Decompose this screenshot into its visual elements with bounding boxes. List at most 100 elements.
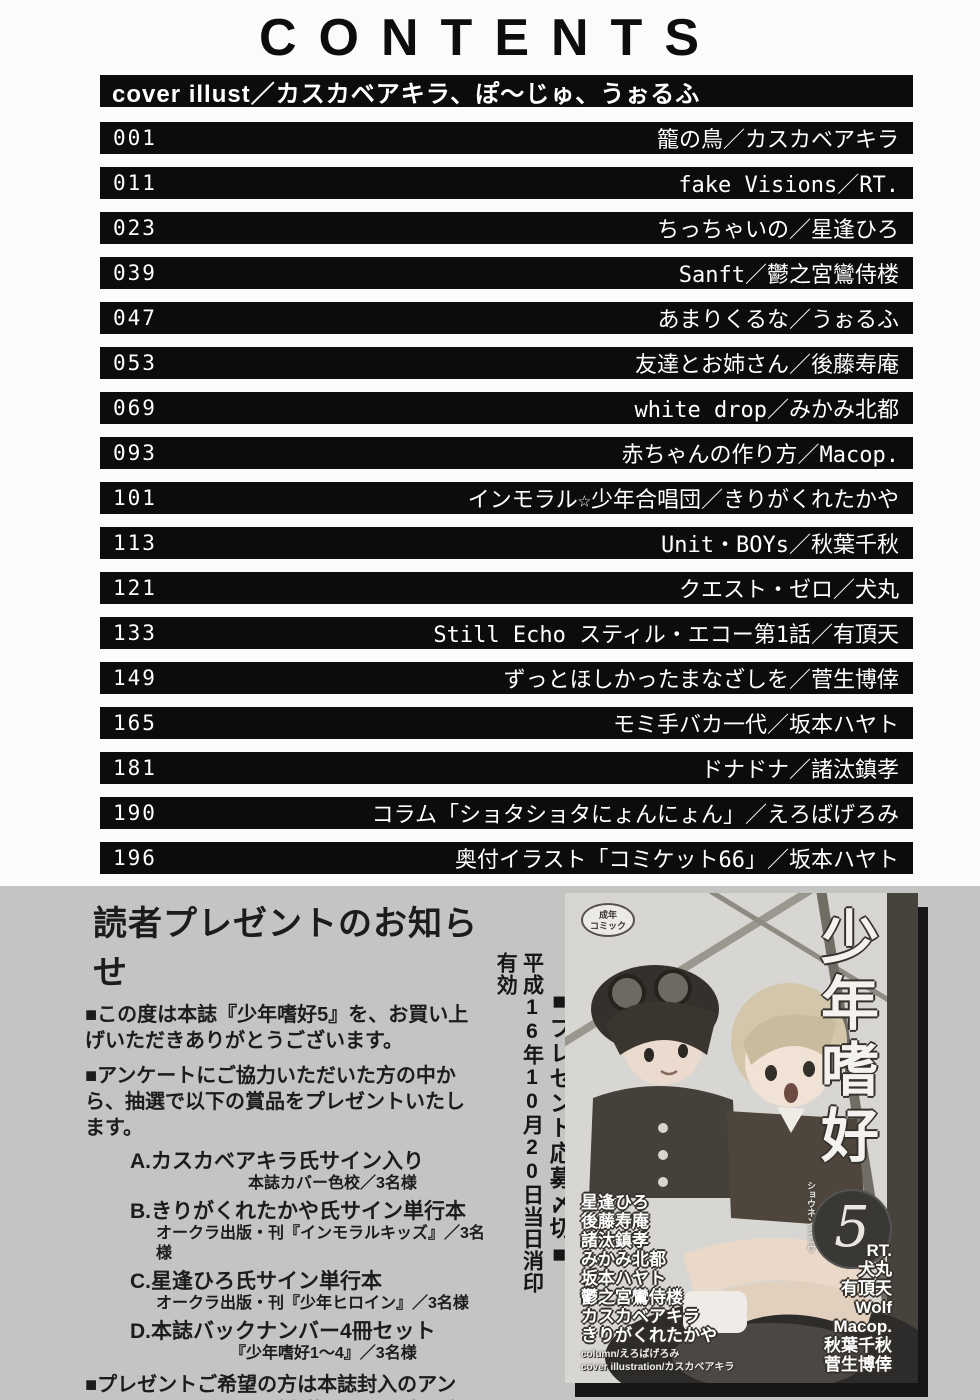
cover-thumbnail: 成年 コミック 少年嗜好 ショウネンシコウ 5 星逢ひろ 後藤寿庵 諸汰鎮孝 み… bbox=[565, 893, 918, 1383]
prize-detail: 本誌カバー色校／3名様 bbox=[248, 1175, 417, 1192]
toc-row: 165 モミ手バカ一代／坂本ハヤト bbox=[100, 707, 913, 739]
toc-row: 011 fake Visions／RT. bbox=[100, 167, 913, 199]
reader-present-section: 読者プレゼントのお知らせ ■この度は本誌『少年嗜好5』を、お買い上 げいただきあ… bbox=[0, 886, 980, 1400]
author-name: 犬丸 bbox=[858, 1260, 892, 1279]
entry-title: 友達とお姉さん／後藤寿庵 bbox=[634, 353, 899, 378]
toc-row: 113 Unit・BOYs／秋葉千秋 bbox=[100, 527, 913, 559]
author-name: RT. bbox=[866, 1241, 893, 1260]
prize-item: A.カスカベアキラ氏サイン入り 本誌カバー色校／3名様 bbox=[130, 1150, 490, 1194]
toc-row: 093 赤ちゃんの作り方／Macop. bbox=[100, 437, 913, 469]
page-number: 023 bbox=[113, 216, 157, 240]
toc-row: 149 ずっとほしかったまなざしを／菅生博倖 bbox=[100, 662, 913, 694]
page-number: 149 bbox=[113, 666, 157, 690]
entry-title: fake Visions／RT. bbox=[678, 173, 899, 198]
author-name: 星逢ひろ bbox=[581, 1193, 649, 1212]
page-number: 047 bbox=[113, 306, 157, 330]
author-name: 諸汰鎮孝 bbox=[581, 1231, 649, 1250]
page-number: 133 bbox=[113, 621, 157, 645]
announcement: 読者プレゼントのお知らせ ■この度は本誌『少年嗜好5』を、お買い上 げいただきあ… bbox=[85, 896, 490, 1400]
page-number: 101 bbox=[113, 486, 157, 510]
entry-title: モミ手バカ一代／坂本ハヤト bbox=[612, 713, 899, 738]
page-number: 069 bbox=[113, 396, 157, 420]
author-name: 後藤寿庵 bbox=[581, 1212, 649, 1231]
author-name: 秋葉千秋 bbox=[824, 1336, 892, 1355]
prize-detail: オークラ出版・刊『少年ヒロイン』／3名様 bbox=[156, 1295, 469, 1312]
entry-title: インモラル☆少年合唱団／きりがくれたかや bbox=[467, 488, 899, 513]
page-number: 181 bbox=[113, 756, 157, 780]
entry-title: 赤ちゃんの作り方／Macop. bbox=[621, 443, 899, 468]
prize-name: B.きりがくれたかや氏サイン単行本 bbox=[130, 1200, 466, 1223]
entry-title: Still Echo スティル・エコー第1話／有頂天 bbox=[433, 623, 899, 648]
cover-credits: column/えろばげろみ cover illustration/カスカベアキラ bbox=[581, 1349, 735, 1373]
entry-title: あまりくるな／うぉるふ bbox=[657, 308, 899, 333]
page-number: 121 bbox=[113, 576, 157, 600]
page-number: 053 bbox=[113, 351, 157, 375]
cover-author-list-right: RT. 犬丸 有頂天 Wolf Macop. 秋葉千秋 菅生博倖 bbox=[824, 1241, 892, 1374]
page-number: 190 bbox=[113, 801, 157, 825]
cover-title-furigana: ショウネンシコウ bbox=[806, 1181, 816, 1253]
prize-name: D.本誌バックナンバー4冊セット bbox=[130, 1320, 436, 1343]
page-number: 165 bbox=[113, 711, 157, 735]
prize-item: C.星逢ひろ氏サイン単行本 オークラ出版・刊『少年ヒロイン』／3名様 bbox=[130, 1270, 490, 1314]
prize-item: D.本誌バックナンバー4冊セット 『少年嗜好1～4』／3名様 bbox=[130, 1320, 490, 1364]
author-name: 坂本ハヤト bbox=[581, 1269, 666, 1288]
author-name: 鬱之宮鸞侍楼 bbox=[581, 1288, 683, 1307]
prize-name: C.星逢ひろ氏サイン単行本 bbox=[130, 1270, 382, 1293]
toc-row: 069 white drop／みかみ北都 bbox=[100, 392, 913, 424]
announcement-title: 読者プレゼントのお知らせ bbox=[93, 905, 478, 992]
entry-title: 籠の鳥／カスカベアキラ bbox=[656, 128, 899, 153]
toc-row: 039 Sanft／鬱之宮鸞侍楼 bbox=[100, 257, 913, 289]
announcement-paragraph-3: ■プレゼントご希望の方は本誌封入のアン ケートハガキにて、ご応募下さい。当選者 … bbox=[85, 1374, 457, 1396]
author-name: 有頂天 bbox=[841, 1279, 892, 1298]
entry-title: ちっちゃいの／星逢ひろ bbox=[656, 218, 899, 243]
toc-row: 190 コラム「ショタショタにょんにょん」／えろばげろみ bbox=[100, 797, 913, 829]
cover-illust-credit: cover illust／カスカベアキラ、ぽ～じゅ、うぉるふ bbox=[112, 80, 701, 108]
entry-title: クエスト・ゼロ／犬丸 bbox=[678, 578, 899, 603]
author-name: カスカベアキラ bbox=[581, 1307, 700, 1326]
page-number: 011 bbox=[113, 171, 157, 195]
cover-illustration bbox=[565, 893, 918, 1383]
page-title: CONTENTS bbox=[259, 9, 721, 67]
author-name: Macop. bbox=[833, 1317, 892, 1336]
adult-rating-badge: 成年 コミック bbox=[581, 903, 635, 937]
author-name: 菅生博倖 bbox=[824, 1355, 892, 1374]
page-number: 093 bbox=[113, 441, 157, 465]
toc-row: 047 あまりくるな／うぉるふ bbox=[100, 302, 913, 334]
toc-row: 133 Still Echo スティル・エコー第1話／有頂天 bbox=[100, 617, 913, 649]
entry-title: 奥付イラスト「コミケット66」／坂本ハヤト bbox=[454, 848, 899, 873]
entry-title: ドナドナ／諸汰鎮孝 bbox=[700, 758, 899, 783]
entry-title: Sanft／鬱之宮鸞侍楼 bbox=[678, 263, 899, 288]
prize-item: B.きりがくれたかや氏サイン単行本 オークラ出版・刊『インモラルキッズ』／3名様 bbox=[130, 1200, 490, 1264]
entry-title: Unit・BOYs／秋葉千秋 bbox=[661, 533, 899, 558]
deadline-date: 平成16年10月20日当日消印有効 bbox=[494, 952, 544, 1294]
page-number: 196 bbox=[113, 846, 157, 870]
cover-author-list-left: 星逢ひろ 後藤寿庵 諸汰鎮孝 みかみ北都 坂本ハヤト 鬱之宮鸞侍楼 カスカベアキ… bbox=[581, 1193, 717, 1345]
cover-series-title: 少年嗜好 bbox=[812, 907, 877, 1171]
entry-title: white drop／みかみ北都 bbox=[634, 398, 899, 423]
prize-detail: オークラ出版・刊『インモラルキッズ』／3名様 bbox=[156, 1225, 485, 1262]
announcement-paragraph-1: ■この度は本誌『少年嗜好5』を、お買い上 げいただきありがとうございます。 bbox=[85, 1004, 469, 1052]
toc-row: 023 ちっちゃいの／星逢ひろ bbox=[100, 212, 913, 244]
entry-title: ずっとほしかったまなざしを／菅生博倖 bbox=[503, 668, 899, 693]
page-number: 039 bbox=[113, 261, 157, 285]
prize-detail: 『少年嗜好1～4』／3名様 bbox=[230, 1345, 417, 1362]
cover-illust-credit-bar: cover illust／カスカベアキラ、ぽ～じゅ、うぉるふ bbox=[100, 75, 913, 108]
deadline-note: ■プレゼント応募〆切■ 平成16年10月20日当日消印有効 bbox=[492, 952, 573, 1312]
toc-row: 181 ドナドナ／諸汰鎮孝 bbox=[100, 752, 913, 784]
entry-title: コラム「ショタショタにょんにょん」／えろばげろみ bbox=[371, 803, 899, 828]
prize-list: A.カスカベアキラ氏サイン入り 本誌カバー色校／3名様 B.きりがくれたかや氏サ… bbox=[130, 1150, 490, 1364]
page-number: 001 bbox=[113, 126, 157, 150]
announcement-paragraph-2: ■アンケートにご協力いただいた方の中か ら、抽選で以下の賞品をプレゼントいたし … bbox=[85, 1065, 465, 1139]
page-number: 113 bbox=[113, 531, 157, 555]
author-name: Wolf bbox=[855, 1298, 892, 1317]
volume-number-circle: 5 bbox=[812, 1189, 892, 1269]
toc-row: 001 籠の鳥／カスカベアキラ bbox=[100, 122, 913, 154]
toc-row: 196 奥付イラスト「コミケット66」／坂本ハヤト bbox=[100, 842, 913, 874]
table-of-contents: cover illust／カスカベアキラ、ぽ～じゅ、うぉるふ 001 籠の鳥／カ… bbox=[100, 75, 913, 887]
toc-row: 101 インモラル☆少年合唱団／きりがくれたかや bbox=[100, 482, 913, 514]
toc-rows: 001 籠の鳥／カスカベアキラ 011 fake Visions／RT. 023… bbox=[100, 122, 913, 874]
toc-row: 053 友達とお姉さん／後藤寿庵 bbox=[100, 347, 913, 379]
toc-row: 121 クエスト・ゼロ／犬丸 bbox=[100, 572, 913, 604]
prize-name: A.カスカベアキラ氏サイン入り bbox=[130, 1150, 424, 1173]
